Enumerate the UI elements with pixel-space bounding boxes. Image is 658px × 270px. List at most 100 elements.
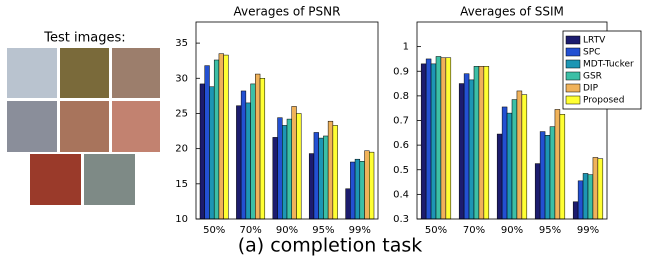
x-tick-label: 50% [425, 225, 447, 236]
x-tick-label: 90% [276, 225, 298, 236]
chart-title: Averages of PSNR [234, 5, 341, 19]
bar [421, 64, 426, 219]
bar [545, 135, 550, 219]
bar [484, 66, 489, 219]
chart: Averages of PSNR 10 15 20 25 30 35 50% 70% 90% 95%… [175, 5, 378, 237]
bar [200, 84, 205, 219]
y-tick-label: 0.6 [393, 140, 409, 151]
image-peppers [30, 154, 81, 205]
bar [309, 154, 314, 219]
bar [255, 74, 260, 219]
bar [214, 60, 219, 219]
bar [278, 118, 283, 219]
y-tick-label: 30 [175, 73, 188, 84]
image-airplane [7, 48, 57, 98]
bar [273, 137, 278, 219]
y-tick-label: 15 [175, 179, 188, 190]
y-tick-label: 35 [175, 38, 188, 49]
y-tick-label: 25 [175, 108, 188, 119]
test-images [7, 48, 160, 205]
bar [540, 132, 545, 219]
bar [241, 91, 246, 219]
bar [369, 152, 374, 219]
image-facade [7, 101, 57, 152]
bar [292, 106, 297, 219]
bar [209, 87, 214, 219]
bar [497, 134, 502, 219]
bar [282, 125, 287, 219]
x-tick-label: 99% [577, 225, 599, 236]
bar [251, 84, 256, 219]
bar [236, 106, 241, 219]
x-tick-label: 70% [239, 225, 261, 236]
test-images-label: Test images: [43, 31, 125, 46]
legend-label: Proposed [583, 96, 624, 106]
bar [464, 74, 469, 219]
x-tick-label: 90% [501, 225, 523, 236]
image-lena [112, 101, 160, 152]
image-barbara [112, 48, 160, 98]
bar [593, 157, 598, 219]
chart-title: Averages of SSIM [460, 5, 564, 19]
bar [328, 121, 333, 219]
image-house [60, 101, 109, 152]
legend-swatch [566, 60, 580, 68]
bar [333, 125, 338, 219]
y-tick-label: 0.3 [393, 214, 409, 225]
image-baboon [60, 48, 109, 98]
bar [346, 189, 351, 219]
y-tick-label: 20 [175, 144, 188, 155]
x-tick-label: 95% [539, 225, 561, 236]
bar [426, 59, 431, 219]
bar [578, 181, 583, 219]
bar [323, 136, 328, 219]
bar [296, 113, 301, 219]
bar [517, 91, 522, 219]
bar [550, 127, 555, 219]
legend-swatch [566, 84, 580, 92]
legend: LRTVSPCMDT-TuckerGSRDIPProposed [563, 31, 641, 109]
bar [446, 58, 451, 219]
bar [469, 80, 474, 219]
bar [436, 56, 441, 219]
x-tick-label: 50% [203, 225, 225, 236]
y-tick-label: 0.4 [393, 189, 409, 200]
legend-label: MDT-Tucker [583, 60, 634, 70]
bar [535, 164, 540, 219]
bar [522, 95, 527, 219]
bar [573, 202, 578, 219]
bar [365, 151, 370, 219]
legend-swatch [566, 72, 580, 80]
caption: (a) completion task [238, 235, 423, 257]
bar [507, 113, 512, 219]
bar [246, 103, 251, 219]
bar [219, 54, 224, 219]
y-tick-label: 0.5 [393, 165, 409, 176]
figure: Test images: (a) completion task Average… [0, 0, 658, 266]
y-tick-label: 10 [175, 214, 188, 225]
image-sailboat [84, 154, 135, 205]
y-tick-label: 0.7 [393, 116, 409, 127]
bar [319, 138, 324, 219]
bar [583, 173, 588, 219]
bar [474, 66, 479, 219]
bar [441, 58, 446, 219]
x-tick-label: 99% [349, 225, 371, 236]
x-tick-label: 95% [312, 225, 334, 236]
legend-label: GSR [583, 72, 602, 82]
y-tick-label: 0.9 [393, 66, 409, 77]
legend-swatch [566, 96, 580, 104]
bar [555, 109, 560, 219]
bar [588, 175, 593, 219]
bar [360, 161, 365, 219]
bar [479, 66, 484, 219]
bar [355, 159, 360, 219]
bar [350, 162, 355, 219]
bar [224, 55, 229, 219]
legend-label: LRTV [583, 36, 606, 46]
legend-label: DIP [583, 84, 599, 94]
bar [431, 64, 436, 219]
y-tick-label: 1 [403, 42, 409, 53]
chart: Averages of SSIM0.30.40.50.60.70.80.9150… [393, 5, 641, 237]
bar [502, 107, 507, 219]
